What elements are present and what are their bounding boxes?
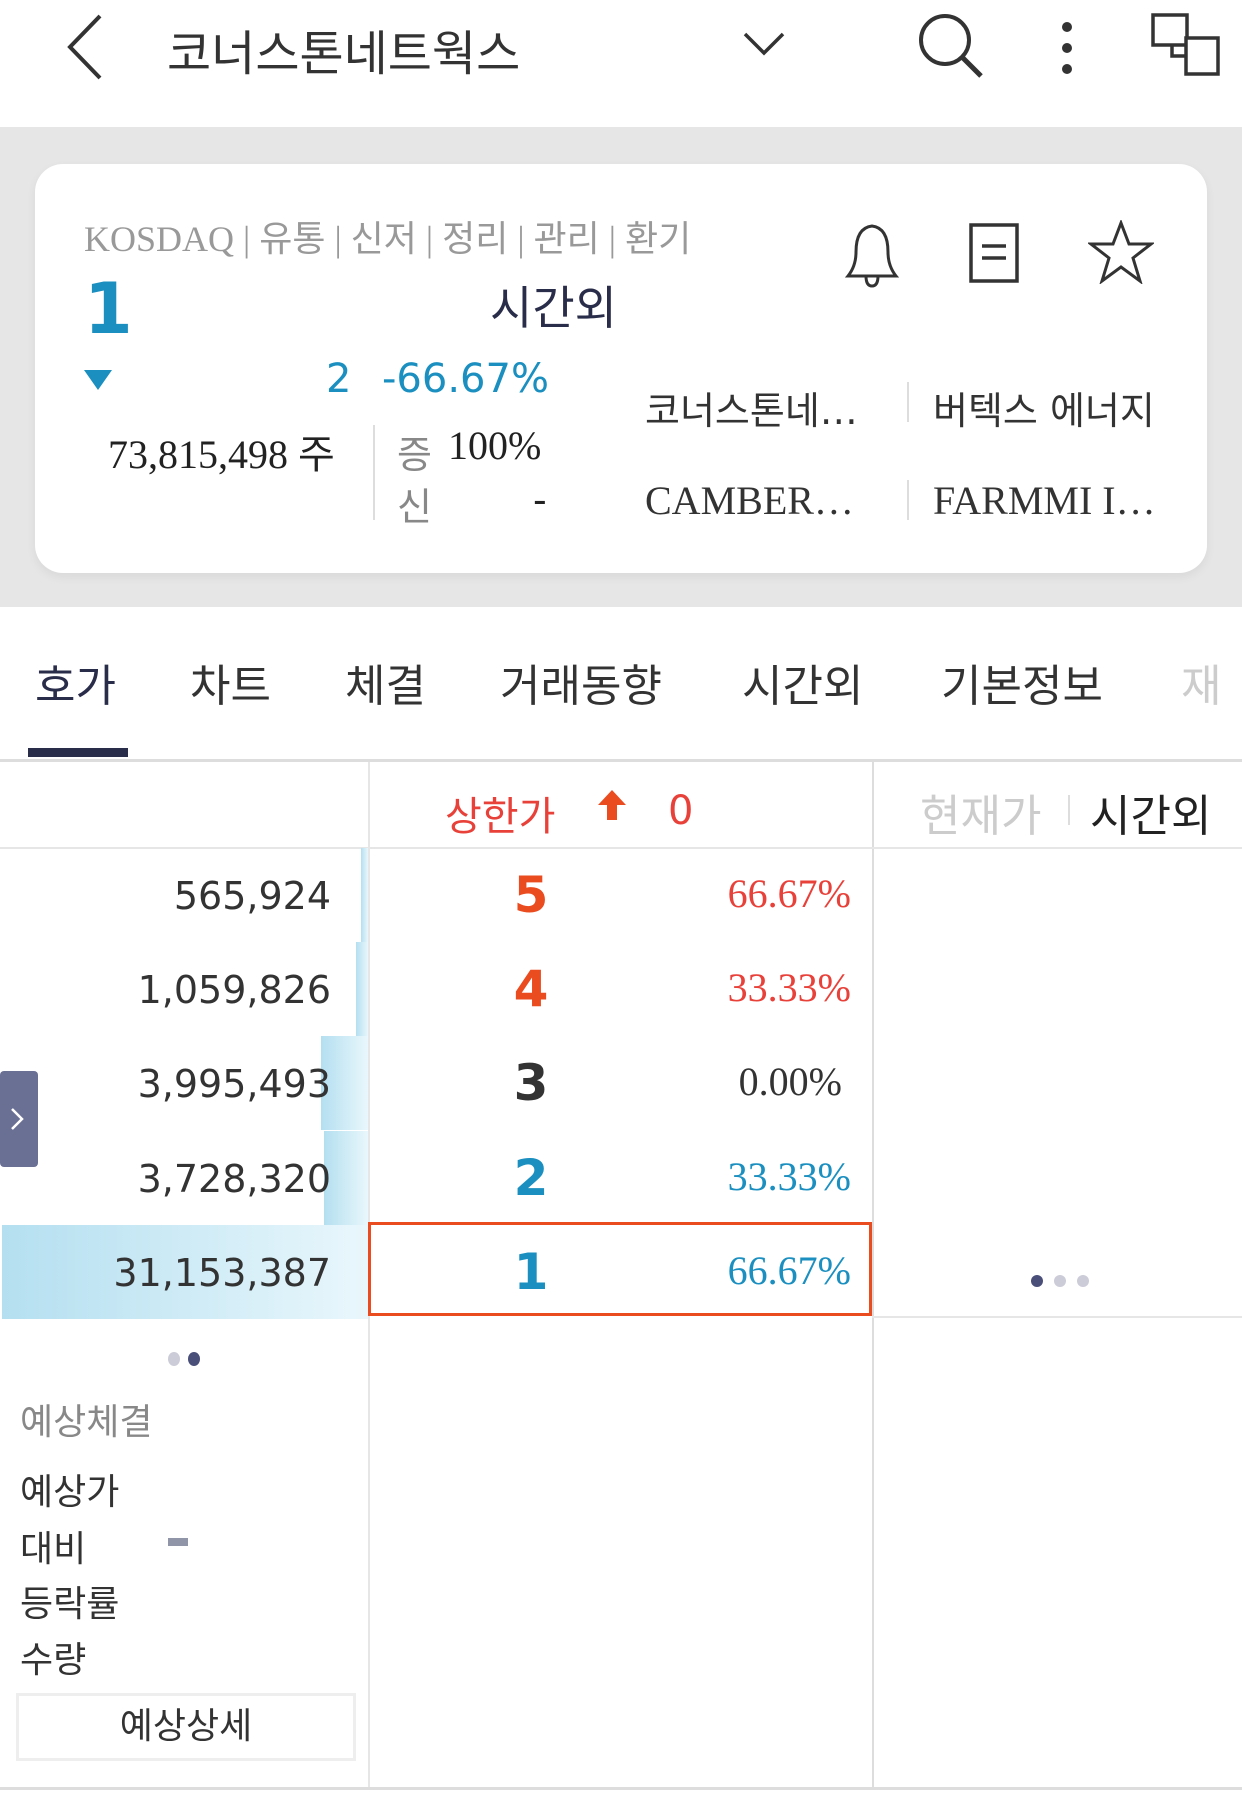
multi-window-icon[interactable]	[1150, 12, 1222, 78]
order-price[interactable]: 5	[513, 866, 549, 924]
order-price[interactable]: 2	[513, 1148, 549, 1207]
volume-bar	[355, 942, 368, 1037]
related-stock[interactable]: 버텍스 에너지	[933, 389, 1155, 433]
tab-orderbook[interactable]: 호가	[35, 661, 116, 712]
more-vertical-icon[interactable]	[1058, 20, 1076, 76]
divider	[907, 382, 909, 422]
expected-qty-label: 수량	[20, 1640, 87, 1681]
selected-price-box	[368, 1222, 872, 1316]
expected-diff-label: 대비	[20, 1529, 87, 1570]
tab-trades[interactable]: 체결	[345, 661, 426, 712]
divider	[0, 1787, 1242, 1790]
session-label: 시간외	[490, 281, 617, 335]
divider	[872, 762, 874, 1788]
volume-bar	[361, 848, 368, 942]
volume-bar	[324, 1130, 368, 1225]
ask-volume: 565,924	[173, 874, 331, 918]
divider	[1068, 795, 1070, 825]
price-change-pct: -66.67%	[382, 356, 549, 402]
market-tags: KOSDAQ | 유통 | 신저 | 정리 | 관리 | 환기	[84, 219, 692, 259]
expected-price-label: 예상가	[20, 1472, 120, 1513]
tab-basic-info[interactable]: 기본정보	[941, 661, 1103, 712]
upper-limit-label: 상한가	[445, 794, 556, 840]
tab-financials[interactable]: 재	[1181, 661, 1222, 712]
order-price[interactable]: 3	[513, 1054, 549, 1113]
order-pct: 66.67%	[727, 871, 851, 916]
order-pct: 0.00%	[738, 1059, 842, 1105]
star-icon[interactable]	[1088, 220, 1154, 284]
order-pct: 33.33%	[727, 965, 851, 1011]
search-icon[interactable]	[915, 10, 987, 82]
stock-summary-card	[35, 164, 1207, 573]
down-triangle-icon	[84, 370, 112, 390]
expected-rate-label: 등락률	[20, 1584, 120, 1625]
tab-after-hours[interactable]: 시간외	[742, 661, 864, 712]
related-stock[interactable]: 코너스톤네…	[645, 389, 858, 433]
bell-icon[interactable]	[842, 220, 902, 288]
page-indicator-dots[interactable]	[1025, 1271, 1095, 1291]
dropdown-chevron-icon[interactable]	[742, 30, 786, 58]
after-hours-header[interactable]: 시간외	[1090, 791, 1212, 842]
tab-trading-trend[interactable]: 거래동향	[500, 661, 662, 712]
order-pct: 66.67%	[727, 1247, 851, 1293]
divider	[0, 759, 1242, 762]
related-stock[interactable]: FARMMI I…	[933, 478, 1156, 523]
volume-bar	[321, 1036, 368, 1131]
order-price[interactable]: 4	[513, 960, 549, 1019]
price-change: 2	[326, 356, 352, 402]
document-icon[interactable]	[968, 222, 1020, 284]
volume-bar	[2, 1224, 368, 1319]
margin-label: 증	[397, 433, 432, 477]
ask-volume: 31,153,387	[113, 1250, 331, 1295]
side-panel-toggle[interactable]	[0, 1071, 38, 1167]
upper-limit-value: 0	[668, 788, 694, 834]
divider	[0, 847, 1242, 849]
expected-detail-button[interactable]: 예상상세	[16, 1693, 356, 1761]
ask-volume: 3,728,320	[137, 1156, 331, 1201]
expected-diff-value: -	[168, 1538, 188, 1546]
tab-chart[interactable]: 차트	[190, 661, 271, 712]
divider	[907, 480, 909, 520]
back-chevron-icon[interactable]	[62, 12, 106, 82]
credit-label: 신	[397, 485, 432, 529]
margin-value: 100%	[448, 423, 542, 468]
expected-title: 예상체결	[20, 1402, 153, 1443]
current-price: 1	[84, 268, 133, 350]
page-indicator-dots[interactable]	[162, 1349, 206, 1369]
related-stock[interactable]: CAMBER…	[645, 478, 854, 523]
divider	[872, 1316, 1242, 1318]
page-title: 코너스톤네트웍스	[167, 26, 521, 82]
active-tab-indicator	[28, 748, 128, 757]
trade-volume: 73,815,498 주	[108, 432, 335, 477]
up-arrow-icon	[598, 790, 626, 820]
current-price-header[interactable]: 현재가	[920, 791, 1042, 842]
order-price[interactable]: 1	[513, 1242, 549, 1301]
ask-volume: 1,059,826	[137, 968, 331, 1013]
ask-volume: 3,995,493	[137, 1062, 331, 1107]
credit-value: -	[533, 478, 547, 522]
order-pct: 33.33%	[727, 1153, 851, 1199]
divider	[373, 425, 375, 520]
